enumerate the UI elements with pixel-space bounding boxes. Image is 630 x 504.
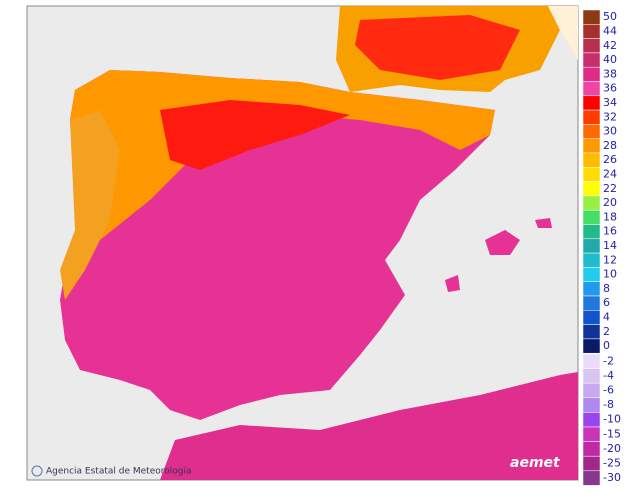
legend-swatch <box>582 368 601 384</box>
north-plateau <box>160 100 350 170</box>
portugal-coast <box>60 110 120 300</box>
legend-label: 36 <box>603 82 617 95</box>
legend-label: 0 <box>603 339 610 352</box>
legend-label: -15 <box>603 427 621 440</box>
legend-swatch <box>582 426 601 442</box>
legend-label: 16 <box>603 225 617 238</box>
legend-swatch <box>582 209 601 225</box>
legend-swatch <box>582 152 601 168</box>
legend-label: 28 <box>603 139 617 152</box>
legend-label: 30 <box>603 125 617 138</box>
legend-swatch <box>582 338 601 354</box>
legend-label: 8 <box>603 282 610 295</box>
mallorca <box>485 230 520 255</box>
legend-swatch <box>582 52 601 68</box>
legend-label: 44 <box>603 24 617 37</box>
legend-label: 34 <box>603 96 617 109</box>
legend-label: -4 <box>603 369 614 382</box>
legend-swatch <box>582 24 601 39</box>
legend-swatch <box>582 66 601 82</box>
legend-label: 38 <box>603 67 617 80</box>
legend-label: -2 <box>603 354 614 367</box>
legend-label: 6 <box>603 296 610 309</box>
legend-swatch <box>582 441 601 457</box>
agency-name: Agencia Estatal de Meteorología <box>46 467 192 477</box>
legend-swatch <box>582 195 601 211</box>
legend-label: 18 <box>603 210 617 223</box>
legend-swatch <box>582 382 601 399</box>
legend-label: 10 <box>603 268 617 281</box>
legend-swatch <box>582 124 601 139</box>
ibiza <box>445 275 460 292</box>
logo: aemet <box>510 455 561 471</box>
legend-swatch <box>582 455 601 472</box>
copyright-icon <box>31 465 43 477</box>
legend-swatch <box>582 397 601 413</box>
legend-label: 22 <box>603 182 617 195</box>
legend-swatch <box>582 38 601 54</box>
legend-swatch <box>582 224 601 240</box>
legend-label: 12 <box>603 253 617 266</box>
legend-swatch <box>582 295 601 311</box>
africa <box>160 372 578 480</box>
legend-label: -10 <box>603 413 621 426</box>
legend-label: 20 <box>603 196 617 209</box>
legend-label: -20 <box>603 442 621 455</box>
legend-label: 14 <box>603 239 617 252</box>
legend-swatch <box>582 167 601 182</box>
france-hot <box>355 15 520 80</box>
legend-swatch <box>582 109 601 125</box>
legend-label: 42 <box>603 39 617 52</box>
menorca <box>535 218 552 228</box>
legend-swatch <box>582 412 601 428</box>
legend-swatch <box>582 81 601 97</box>
legend-swatch <box>582 138 601 154</box>
legend-swatch <box>582 281 601 297</box>
legend-label: -25 <box>603 457 621 470</box>
legend-swatch <box>582 181 601 197</box>
legend: 5044424038363432302826242220181614121086… <box>582 9 621 486</box>
legend-swatch <box>582 252 601 268</box>
legend-label: 32 <box>603 110 617 123</box>
legend-label: -6 <box>603 384 614 397</box>
legend-swatch <box>582 310 601 325</box>
legend-label: 24 <box>603 167 617 180</box>
legend-label: 50 <box>603 10 617 23</box>
legend-swatch <box>582 470 601 486</box>
legend-label: 4 <box>603 310 610 323</box>
legend-label: -8 <box>603 398 614 411</box>
legend-swatch <box>582 267 601 282</box>
legend-label: 40 <box>603 53 617 66</box>
legend-swatch <box>582 324 601 340</box>
map <box>26 5 579 481</box>
legend-label: 2 <box>603 325 610 338</box>
legend-label: -30 <box>603 471 621 484</box>
legend-swatch <box>582 238 601 254</box>
legend-swatch <box>582 95 601 111</box>
alps <box>548 6 578 60</box>
legend-swatch <box>582 9 601 25</box>
legend-label: 26 <box>603 153 617 166</box>
legend-swatch <box>582 353 601 369</box>
